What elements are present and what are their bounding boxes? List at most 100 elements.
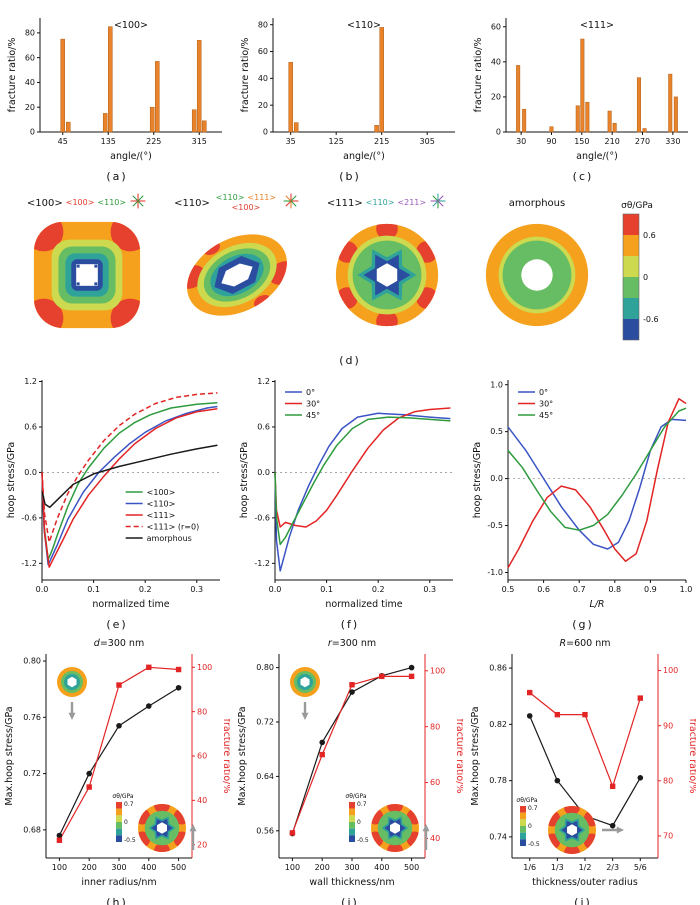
svg-text:0.7: 0.7 xyxy=(357,801,367,808)
svg-text:-0.5: -0.5 xyxy=(487,521,503,530)
svg-text:30°: 30° xyxy=(539,399,553,408)
chart-a-fracture-100: 0 20 40 60 80 45 135 225 315 angle/(°) fracture ra… xyxy=(4,4,230,170)
svg-text:20: 20 xyxy=(491,93,501,102)
chart-e-svg: -1.2 -0.6 0.0 0.6 1.2 0.0 0.1 0.2 0.3 normalized … xyxy=(6,377,220,610)
svg-text:fracture ratio/%: fracture ratio/% xyxy=(221,719,230,794)
svg-text:210: 210 xyxy=(605,137,620,146)
svg-text:70: 70 xyxy=(663,832,673,841)
chart-h-inner-radius: 0.68 0.72 0.76 0.80 100 200 300 400 500 inner rad… xyxy=(4,634,232,896)
contour-cell-amorphous: amorphous xyxy=(463,190,611,334)
svg-text:0.1: 0.1 xyxy=(87,585,100,594)
svg-text:0.8: 0.8 xyxy=(608,585,621,594)
svg-text:0.3: 0.3 xyxy=(423,585,436,594)
chart-b-fracture-110: 0 20 40 60 80 35 125 215 305 angle/(°) fracture ra… xyxy=(237,4,463,170)
panel-h: 0.68 0.72 0.76 0.80 100 200 300 400 500 inner rad… xyxy=(4,634,232,905)
svg-text:Max.hoop stress/GPa: Max.hoop stress/GPa xyxy=(4,706,15,805)
bar-chart-row: 0 20 40 60 80 45 135 225 315 angle/(°) fracture ra… xyxy=(0,4,700,186)
contour-plot-111 xyxy=(313,216,461,334)
direction-labels-100: <100> <110> xyxy=(66,197,127,207)
svg-text:-0.6: -0.6 xyxy=(643,315,659,324)
svg-text:0.74: 0.74 xyxy=(489,832,507,841)
chart-g-hoop-stress-LR: -1.0 -0.5 0.0 0.5 1.0 0.5 0.6 0.7 0.8 0.9 1.0 L/R ho… xyxy=(470,370,696,618)
panel-f: -1.2 -0.6 0.0 0.6 1.2 0.0 0.1 0.2 0.3 normalized … xyxy=(237,370,463,634)
svg-text:0: 0 xyxy=(30,128,35,137)
chart-e-hoop-stress-orientations: -1.2 -0.6 0.0 0.6 1.2 0.0 0.1 0.2 0.3 normalized … xyxy=(4,370,230,618)
direction-label: <110> xyxy=(365,197,395,207)
svg-text:0.72: 0.72 xyxy=(256,718,274,727)
svg-text:<111>: <111> xyxy=(147,511,176,520)
svg-text:hoop stress/GPa: hoop stress/GPa xyxy=(6,442,17,519)
svg-text:<110>: <110> xyxy=(347,20,381,31)
direction-label: <211> xyxy=(397,197,427,207)
svg-text:100: 100 xyxy=(197,663,212,672)
direction-label: <110> xyxy=(215,193,245,203)
svg-text:σθ/GPa: σθ/GPa xyxy=(345,793,366,800)
svg-text:215: 215 xyxy=(374,137,389,146)
svg-text:80: 80 xyxy=(663,776,673,785)
svg-text:1/6: 1/6 xyxy=(523,863,536,872)
svg-text:0.6: 0.6 xyxy=(24,423,37,432)
star-icon xyxy=(430,193,446,209)
caption-f: (f) xyxy=(340,618,360,631)
chart-c-fracture-111: 0 20 40 60 30 90 150 210 270 330 angle/(°) fracture… xyxy=(470,4,696,170)
panel-a: 0 20 40 60 80 45 135 225 315 angle/(°) fracture ra… xyxy=(4,4,230,186)
svg-text:-0.5: -0.5 xyxy=(528,841,540,848)
svg-text:330: 330 xyxy=(665,137,680,146)
caption-b: (b) xyxy=(339,170,361,183)
svg-text:30: 30 xyxy=(516,137,526,146)
caption-h: (h) xyxy=(106,896,128,905)
svg-text:0: 0 xyxy=(357,819,361,826)
crystal-axes-star-icon xyxy=(282,192,300,214)
svg-text:1/2: 1/2 xyxy=(579,863,592,872)
caption-a: (a) xyxy=(106,170,128,183)
svg-text:wall thickness/nm: wall thickness/nm xyxy=(309,877,394,888)
svg-text:0.0: 0.0 xyxy=(36,585,49,594)
svg-text:0.7: 0.7 xyxy=(573,585,586,594)
svg-text:45°: 45° xyxy=(306,411,320,420)
contour-plot-110 xyxy=(163,216,311,334)
star-icon xyxy=(283,193,299,209)
svg-text:300: 300 xyxy=(111,863,126,872)
svg-text:0.0: 0.0 xyxy=(490,474,503,483)
svg-text:20: 20 xyxy=(25,103,35,112)
contour-svg-1 xyxy=(178,234,296,316)
svg-text:500: 500 xyxy=(404,863,419,872)
star-icon xyxy=(130,193,146,209)
svg-text:0: 0 xyxy=(496,128,501,137)
svg-text:0.2: 0.2 xyxy=(372,585,385,594)
svg-text:1.0: 1.0 xyxy=(490,380,503,389)
direction-labels-111: <110> <211> xyxy=(365,197,427,207)
line-chart-row: -1.2 -0.6 0.0 0.6 1.2 0.0 0.1 0.2 0.3 normalized … xyxy=(0,370,700,634)
direction-label: <110> xyxy=(97,197,127,207)
svg-text:<111>: <111> xyxy=(580,20,614,31)
svg-text:0.86: 0.86 xyxy=(489,664,507,673)
svg-text:0: 0 xyxy=(263,128,268,137)
svg-text:0.72: 0.72 xyxy=(23,769,41,778)
svg-text:90: 90 xyxy=(663,721,673,730)
svg-text:1/3: 1/3 xyxy=(551,863,564,872)
svg-text:-1.0: -1.0 xyxy=(487,568,503,577)
svg-text:60: 60 xyxy=(491,22,501,31)
svg-text:thickness/outer radius: thickness/outer radius xyxy=(532,877,638,888)
svg-text:0.68: 0.68 xyxy=(23,825,41,834)
svg-text:40: 40 xyxy=(197,796,207,805)
svg-text:40: 40 xyxy=(258,74,268,83)
svg-text:40: 40 xyxy=(430,834,440,843)
svg-text:20: 20 xyxy=(258,101,268,110)
svg-text:d=300 nm: d=300 nm xyxy=(94,638,144,649)
svg-text:normalized time: normalized time xyxy=(92,599,169,610)
svg-text:0: 0 xyxy=(528,823,532,830)
caption-i: (i) xyxy=(341,896,359,905)
svg-text:200: 200 xyxy=(315,863,330,872)
svg-text:normalized time: normalized time xyxy=(325,599,402,610)
contour-title-100: <100> xyxy=(26,197,63,209)
chart-b-svg: 0 20 40 60 80 35 125 215 305 angle/(°) fracture ra… xyxy=(240,18,455,162)
svg-text:400: 400 xyxy=(141,863,156,872)
caption-j: (j) xyxy=(574,896,592,905)
stress-colorbar: σθ/GPa 0.6 0 -0.6 xyxy=(613,190,687,352)
svg-text:hoop stress/GPa: hoop stress/GPa xyxy=(472,442,483,519)
contour-plot-amorphous xyxy=(463,216,611,334)
chart-a-svg: 0 20 40 60 80 45 135 225 315 angle/(°) fracture ra… xyxy=(7,18,222,162)
